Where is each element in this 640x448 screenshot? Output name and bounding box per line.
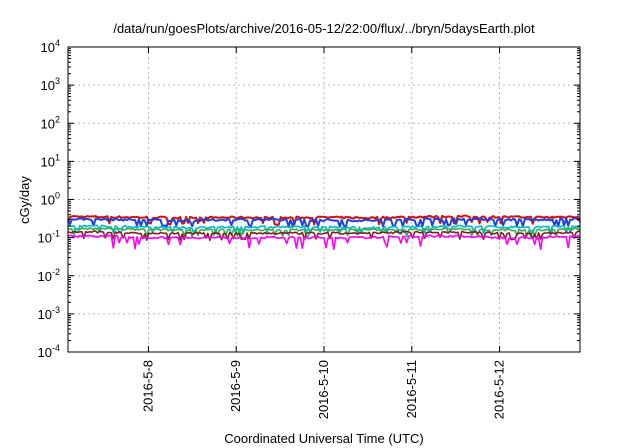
y-tick-label: 103 <box>41 76 60 93</box>
x-tick-label: 2016-5-9 <box>228 360 243 412</box>
x-tick-label: 2016-5-10 <box>316 360 331 419</box>
y-tick-label: 102 <box>41 114 60 131</box>
series-line <box>67 214 581 226</box>
grid <box>68 47 580 352</box>
series-line <box>67 217 581 228</box>
x-tick-label: 2016-5-11 <box>404 360 419 418</box>
series-line <box>67 230 581 241</box>
y-tick-label: 10-4 <box>38 343 60 360</box>
x-tick-label: 2016-5-12 <box>492 360 507 419</box>
series-line <box>67 227 581 238</box>
plot-frame <box>67 46 581 353</box>
chart-title: /data/run/goesPlots/archive/2016-05-12/2… <box>113 21 535 36</box>
ticks-layer: 10-4 10-3 10-2 10-1 100 101 102 103 104 2016-5-8 2… <box>38 38 580 419</box>
y-tick-label: 104 <box>41 38 60 55</box>
y-tick-label: 10-1 <box>38 229 60 246</box>
y-axis-label: cGy/day <box>17 176 32 224</box>
series-line <box>67 224 581 235</box>
y-tick-label: 10-3 <box>38 305 60 322</box>
y-tick-label: 101 <box>41 152 60 169</box>
y-tick-label: 10-2 <box>38 267 60 284</box>
x-tick-label: 2016-5-8 <box>140 360 155 412</box>
series-line <box>67 234 581 250</box>
series-layer <box>67 214 581 250</box>
y-tick-label: 100 <box>41 191 60 208</box>
x-axis-label: Coordinated Universal Time (UTC) <box>224 431 423 446</box>
